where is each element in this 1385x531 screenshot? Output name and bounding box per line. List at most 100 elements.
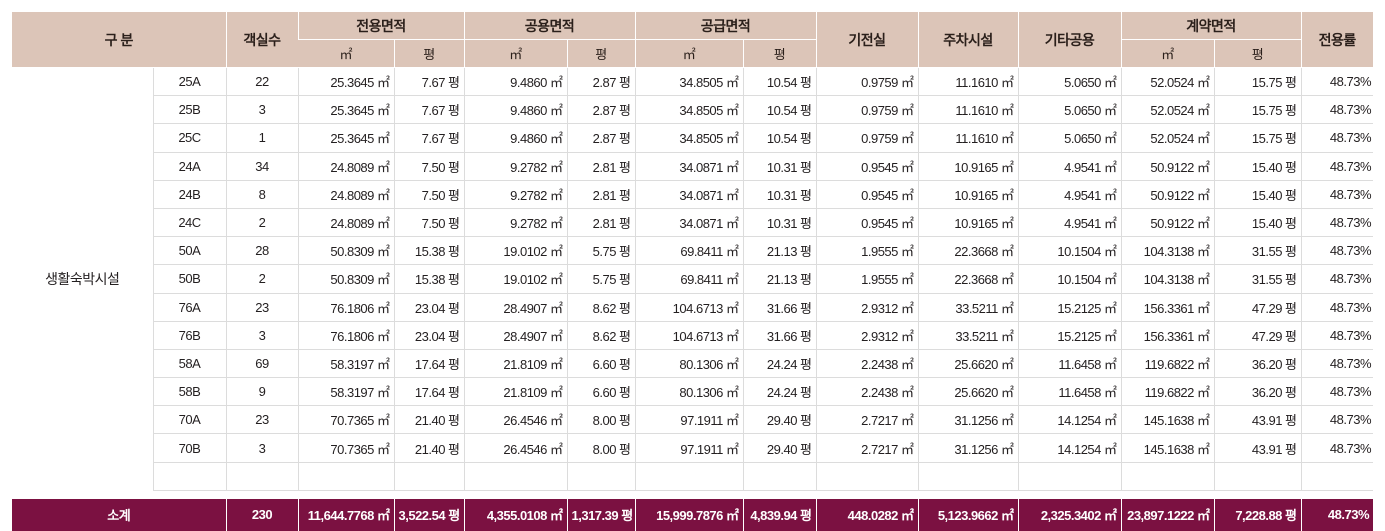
electric-room: 2.9312 ㎡ <box>815 293 918 322</box>
room-count: 2 <box>225 264 298 294</box>
exclusive-pyeong: 7.50 평 <box>393 152 464 181</box>
other-common: 4.9541 ㎡ <box>1017 208 1121 238</box>
common-pyeong: 2.87 평 <box>566 67 635 97</box>
supply-m2: 34.8505 ㎡ <box>634 67 743 97</box>
empty-cell <box>742 462 816 491</box>
exclusive-m2: 70.7365 ㎡ <box>297 405 394 435</box>
common-m2: 26.4546 ㎡ <box>463 433 567 463</box>
common-m2: 9.2782 ㎡ <box>463 208 567 238</box>
supply-pyeong: 29.40 평 <box>742 405 816 435</box>
supply-m2: 97.1911 ㎡ <box>634 433 743 463</box>
common-m2: 9.2782 ㎡ <box>463 152 567 181</box>
header-supply-area: 공급면적 <box>634 12 816 40</box>
footer-gap <box>12 490 1373 499</box>
electric-room: 1.9555 ㎡ <box>815 236 918 266</box>
contract-pyeong: 47.29 평 <box>1213 293 1301 322</box>
common-m2: 26.4546 ㎡ <box>463 405 567 435</box>
total-ratio: 48.73% <box>1300 498 1373 531</box>
header-other-common: 기타공용 <box>1017 12 1121 68</box>
exclusive-ratio: 48.73% <box>1300 293 1373 322</box>
common-m2: 9.4860 ㎡ <box>463 95 567 125</box>
other-common: 14.1254 ㎡ <box>1017 405 1121 435</box>
common-m2: 28.4907 ㎡ <box>463 293 567 322</box>
room-count: 23 <box>225 293 298 322</box>
contract-m2: 156.3361 ㎡ <box>1120 321 1214 350</box>
exclusive-ratio: 48.73% <box>1300 264 1373 294</box>
exclusive-m2: 58.3197 ㎡ <box>297 349 394 379</box>
electric-room: 1.9555 ㎡ <box>815 264 918 294</box>
supply-pyeong: 24.24 평 <box>742 349 816 379</box>
empty-cell <box>1300 462 1373 491</box>
exclusive-ratio: 48.73% <box>1300 433 1373 463</box>
table-row: 50A 28 50.8309 ㎡ 15.38 평 19.0102 ㎡ 5.75 평 69.8… <box>12 236 1373 266</box>
empty-cell <box>1017 462 1121 491</box>
area-table: 구 분 객실수 전용면적 공용면적 공급면적 기전실 주차시설 기타공용 계약면… <box>12 12 1373 531</box>
parking: 22.3668 ㎡ <box>917 264 1018 294</box>
type-code: 58B <box>152 377 226 407</box>
unit-m2: ㎡ <box>634 39 743 68</box>
common-pyeong: 2.81 평 <box>566 208 635 238</box>
supply-pyeong: 21.13 평 <box>742 236 816 266</box>
unit-m2: ㎡ <box>1120 39 1214 68</box>
supply-pyeong: 24.24 평 <box>742 377 816 407</box>
type-code: 58A <box>152 349 226 379</box>
exclusive-m2: 24.8089 ㎡ <box>297 152 394 181</box>
supply-m2: 34.0871 ㎡ <box>634 208 743 238</box>
table-row: 58A 69 58.3197 ㎡ 17.64 평 21.8109 ㎡ 6.60 평 80.1… <box>12 349 1373 379</box>
room-count: 22 <box>225 67 298 97</box>
other-common: 15.2125 ㎡ <box>1017 293 1121 322</box>
table-row: 25C 1 25.3645 ㎡ 7.67 평 9.4860 ㎡ 2.87 평 34.8505… <box>12 123 1373 153</box>
exclusive-pyeong: 21.40 평 <box>393 405 464 435</box>
common-m2: 19.0102 ㎡ <box>463 236 567 266</box>
type-code: 24B <box>152 180 226 209</box>
empty-cell <box>463 462 567 491</box>
type-code: 70A <box>152 405 226 435</box>
supply-m2: 97.1911 ㎡ <box>634 405 743 435</box>
table-body: 생활숙박시설 25A 22 25.3645 ㎡ 7.67 평 9.4860 ㎡ … <box>12 67 1373 491</box>
common-m2: 19.0102 ㎡ <box>463 264 567 294</box>
exclusive-pyeong: 7.67 평 <box>393 123 464 153</box>
exclusive-m2: 58.3197 ㎡ <box>297 377 394 407</box>
contract-pyeong: 43.91 평 <box>1213 433 1301 463</box>
table-row: 76A 23 76.1806 ㎡ 23.04 평 28.4907 ㎡ 8.62 평 104.… <box>12 293 1373 322</box>
supply-m2: 34.0871 ㎡ <box>634 152 743 181</box>
exclusive-pyeong: 15.38 평 <box>393 236 464 266</box>
other-common: 11.6458 ㎡ <box>1017 377 1121 407</box>
supply-pyeong: 10.54 평 <box>742 95 816 125</box>
empty-cell <box>917 462 1018 491</box>
contract-m2: 52.0524 ㎡ <box>1120 67 1214 97</box>
common-pyeong: 8.62 평 <box>566 293 635 322</box>
header-rooms: 객실수 <box>225 12 298 68</box>
electric-room: 0.9759 ㎡ <box>815 67 918 97</box>
supply-pyeong: 10.31 평 <box>742 152 816 181</box>
table-row: 생활숙박시설 25A 22 25.3645 ㎡ 7.67 평 9.4860 ㎡ … <box>12 67 1373 287</box>
supply-m2: 34.8505 ㎡ <box>634 123 743 153</box>
parking: 11.1610 ㎡ <box>917 95 1018 125</box>
exclusive-m2: 50.8309 ㎡ <box>297 264 394 294</box>
total-label: 소계 <box>12 498 226 531</box>
electric-room: 2.9312 ㎡ <box>815 321 918 350</box>
parking: 33.5211 ㎡ <box>917 293 1018 322</box>
electric-room: 0.9545 ㎡ <box>815 208 918 238</box>
room-count: 2 <box>225 208 298 238</box>
supply-m2: 69.8411 ㎡ <box>634 264 743 294</box>
exclusive-pyeong: 7.67 평 <box>393 67 464 97</box>
parking: 10.9165 ㎡ <box>917 208 1018 238</box>
empty-cell <box>393 462 464 491</box>
other-common: 10.1504 ㎡ <box>1017 236 1121 266</box>
exclusive-m2: 70.7365 ㎡ <box>297 433 394 463</box>
header-parking: 주차시설 <box>917 12 1018 68</box>
room-count: 34 <box>225 152 298 181</box>
contract-pyeong: 15.75 평 <box>1213 95 1301 125</box>
table-footer: 소계 230 11,644.7768 ㎡ 3,522.54 평 4,355.01… <box>12 490 1373 531</box>
header-common-area: 공용면적 <box>463 12 635 40</box>
exclusive-m2: 76.1806 ㎡ <box>297 293 394 322</box>
room-count: 23 <box>225 405 298 435</box>
exclusive-m2: 76.1806 ㎡ <box>297 321 394 350</box>
parking: 31.1256 ㎡ <box>917 433 1018 463</box>
type-code: 25A <box>152 67 226 97</box>
exclusive-pyeong: 7.67 평 <box>393 95 464 125</box>
electric-room: 0.9759 ㎡ <box>815 95 918 125</box>
total-electric-room: 448.0282 ㎡ <box>815 498 918 531</box>
common-pyeong: 8.62 평 <box>566 321 635 350</box>
